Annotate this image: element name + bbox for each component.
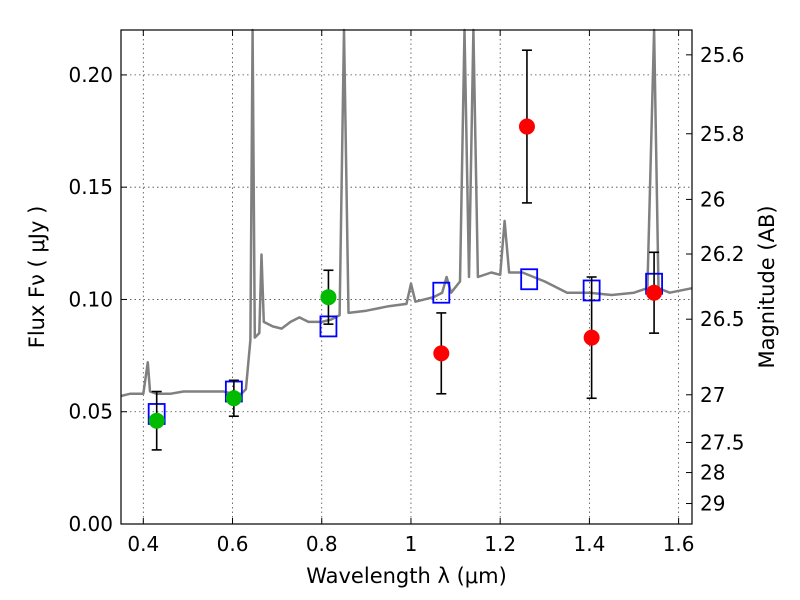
right-tick-label: 25.6 <box>700 43 745 67</box>
detection-point <box>320 289 337 306</box>
x-tick-label: 0.4 <box>127 532 159 556</box>
model-flux-square <box>432 281 451 304</box>
right-tick-label: 27.5 <box>700 430 745 454</box>
data-points <box>147 49 663 451</box>
x-tick-label: 1 <box>405 532 418 556</box>
right-tick-label: 27 <box>700 383 725 407</box>
model-flux-square <box>520 268 539 291</box>
y-tick-label: 0.00 <box>68 512 113 536</box>
right-axis-title: Magnitude (AB) <box>755 205 779 368</box>
x-tick-label: 1.6 <box>663 532 695 556</box>
x-axis-title: Wavelength λ (μm) <box>306 564 507 588</box>
y-tick-label: 0.20 <box>68 63 113 87</box>
detection-point <box>148 412 165 429</box>
axis-ticks: 0.4 0.6 0.8 1 1.2 1.4 1.6 0.00 0.05 0.10 0.15 0.20 2… <box>68 30 745 556</box>
x-tick-label: 1.2 <box>484 532 516 556</box>
grid <box>121 30 692 525</box>
detection-point <box>225 390 242 407</box>
y-axis-title: Flux Fν ( μJy ) <box>25 206 49 349</box>
right-tick-label: 28 <box>700 461 725 485</box>
x-tick-label: 1.4 <box>573 532 605 556</box>
measurement-point <box>518 118 535 135</box>
measurement-point <box>646 284 663 301</box>
x-tick-label: 0.8 <box>306 532 338 556</box>
y-tick-label: 0.10 <box>68 287 113 311</box>
spectrum-path <box>120 28 693 398</box>
measurement-point <box>583 329 600 346</box>
spectrum-line <box>120 28 693 398</box>
right-tick-label: 26 <box>700 187 725 211</box>
measurement-point <box>433 345 450 362</box>
plot-frame <box>120 29 693 525</box>
right-tick-label: 26.5 <box>700 307 745 331</box>
y-tick-label: 0.15 <box>68 175 113 199</box>
right-tick-label: 26.2 <box>700 242 745 266</box>
right-tick-label: 29 <box>700 492 725 516</box>
x-tick-label: 0.6 <box>217 532 249 556</box>
right-tick-label: 25.8 <box>700 122 745 146</box>
y-tick-label: 0.05 <box>68 400 113 424</box>
